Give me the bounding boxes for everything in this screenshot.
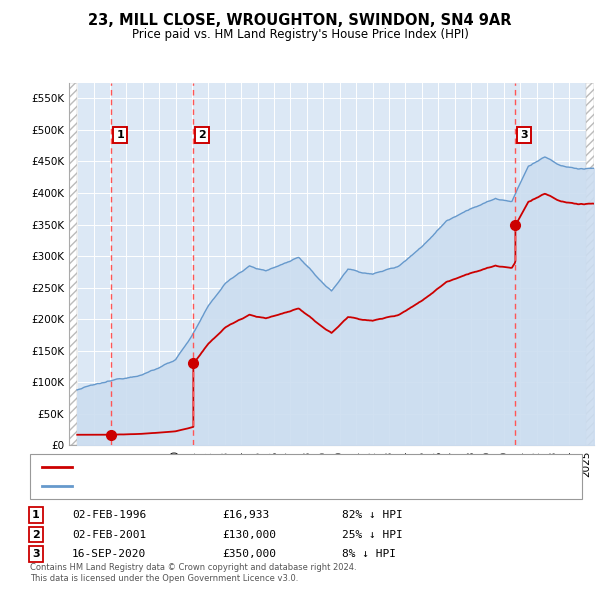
Bar	[586, 83, 594, 445]
Text: 1: 1	[116, 130, 124, 140]
Text: £16,933: £16,933	[222, 510, 269, 520]
Text: 8% ↓ HPI: 8% ↓ HPI	[342, 549, 396, 559]
Text: £350,000: £350,000	[222, 549, 276, 559]
Text: 3: 3	[520, 130, 528, 140]
Text: 2: 2	[32, 530, 40, 539]
Bar	[69, 83, 77, 445]
Text: 82% ↓ HPI: 82% ↓ HPI	[342, 510, 403, 520]
Text: 23, MILL CLOSE, WROUGHTON, SWINDON, SN4 9AR (detached house): 23, MILL CLOSE, WROUGHTON, SWINDON, SN4 …	[78, 462, 442, 471]
Bar	[69, 83, 77, 445]
Text: 1: 1	[32, 510, 40, 520]
Text: 16-SEP-2020: 16-SEP-2020	[72, 549, 146, 559]
Text: HPI: Average price, detached house, Swindon: HPI: Average price, detached house, Swin…	[78, 481, 315, 491]
Text: 02-FEB-2001: 02-FEB-2001	[72, 530, 146, 539]
Text: 23, MILL CLOSE, WROUGHTON, SWINDON, SN4 9AR: 23, MILL CLOSE, WROUGHTON, SWINDON, SN4 …	[88, 13, 512, 28]
Text: 02-FEB-1996: 02-FEB-1996	[72, 510, 146, 520]
Text: Price paid vs. HM Land Registry's House Price Index (HPI): Price paid vs. HM Land Registry's House …	[131, 28, 469, 41]
Text: 25% ↓ HPI: 25% ↓ HPI	[342, 530, 403, 539]
Text: This data is licensed under the Open Government Licence v3.0.: This data is licensed under the Open Gov…	[30, 574, 298, 583]
Text: 3: 3	[32, 549, 40, 559]
Bar	[586, 83, 594, 445]
Text: 2: 2	[198, 130, 206, 140]
Text: £130,000: £130,000	[222, 530, 276, 539]
Text: Contains HM Land Registry data © Crown copyright and database right 2024.: Contains HM Land Registry data © Crown c…	[30, 563, 356, 572]
